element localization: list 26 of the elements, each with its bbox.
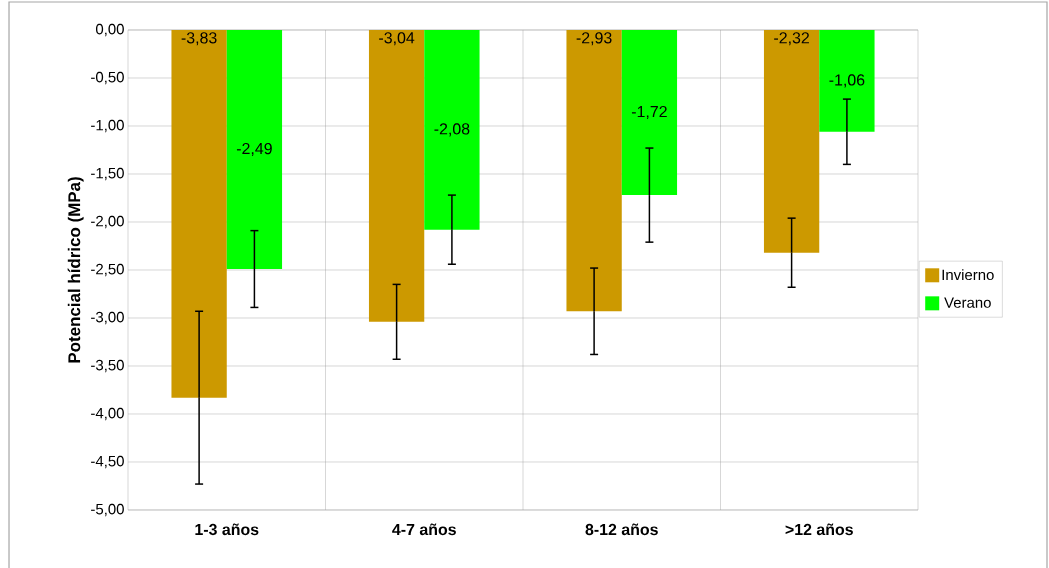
y-tick-label: -1,00 [91,119,124,133]
x-tick-label: 8-12 años [585,523,658,536]
y-tick-label: -5,00 [91,503,124,517]
data-label: -2,93 [576,32,612,46]
data-label: -2,32 [774,32,809,46]
y-tick-label: -4,50 [91,455,124,469]
data-label: -3,83 [181,32,217,46]
y-tick-label: -0,50 [91,71,124,85]
y-tick-label: -3,00 [91,311,124,325]
data-label: -2,49 [236,142,272,157]
legend-label: Verano [944,297,991,308]
data-label: -3,04 [379,32,415,46]
y-tick-label: 0,00 [95,23,124,37]
y-tick-label: -1,50 [91,167,124,181]
data-label: -2,08 [434,123,470,137]
y-tick-label: -3,50 [91,359,124,373]
data-label: -1,06 [829,74,865,88]
y-axis-title: Potencial hídrico (MPa) [67,177,84,363]
y-tick-label: -2,50 [91,263,124,277]
x-tick-label: 1-3 años [195,523,259,536]
data-label: -1,72 [631,105,667,120]
x-tick-label: >12 años [785,523,853,536]
legend-label: Invierno [942,269,994,281]
y-tick-label: -4,00 [91,407,124,421]
y-tick-label: -2,00 [91,215,124,229]
x-tick-label: 4-7 años [392,523,456,536]
